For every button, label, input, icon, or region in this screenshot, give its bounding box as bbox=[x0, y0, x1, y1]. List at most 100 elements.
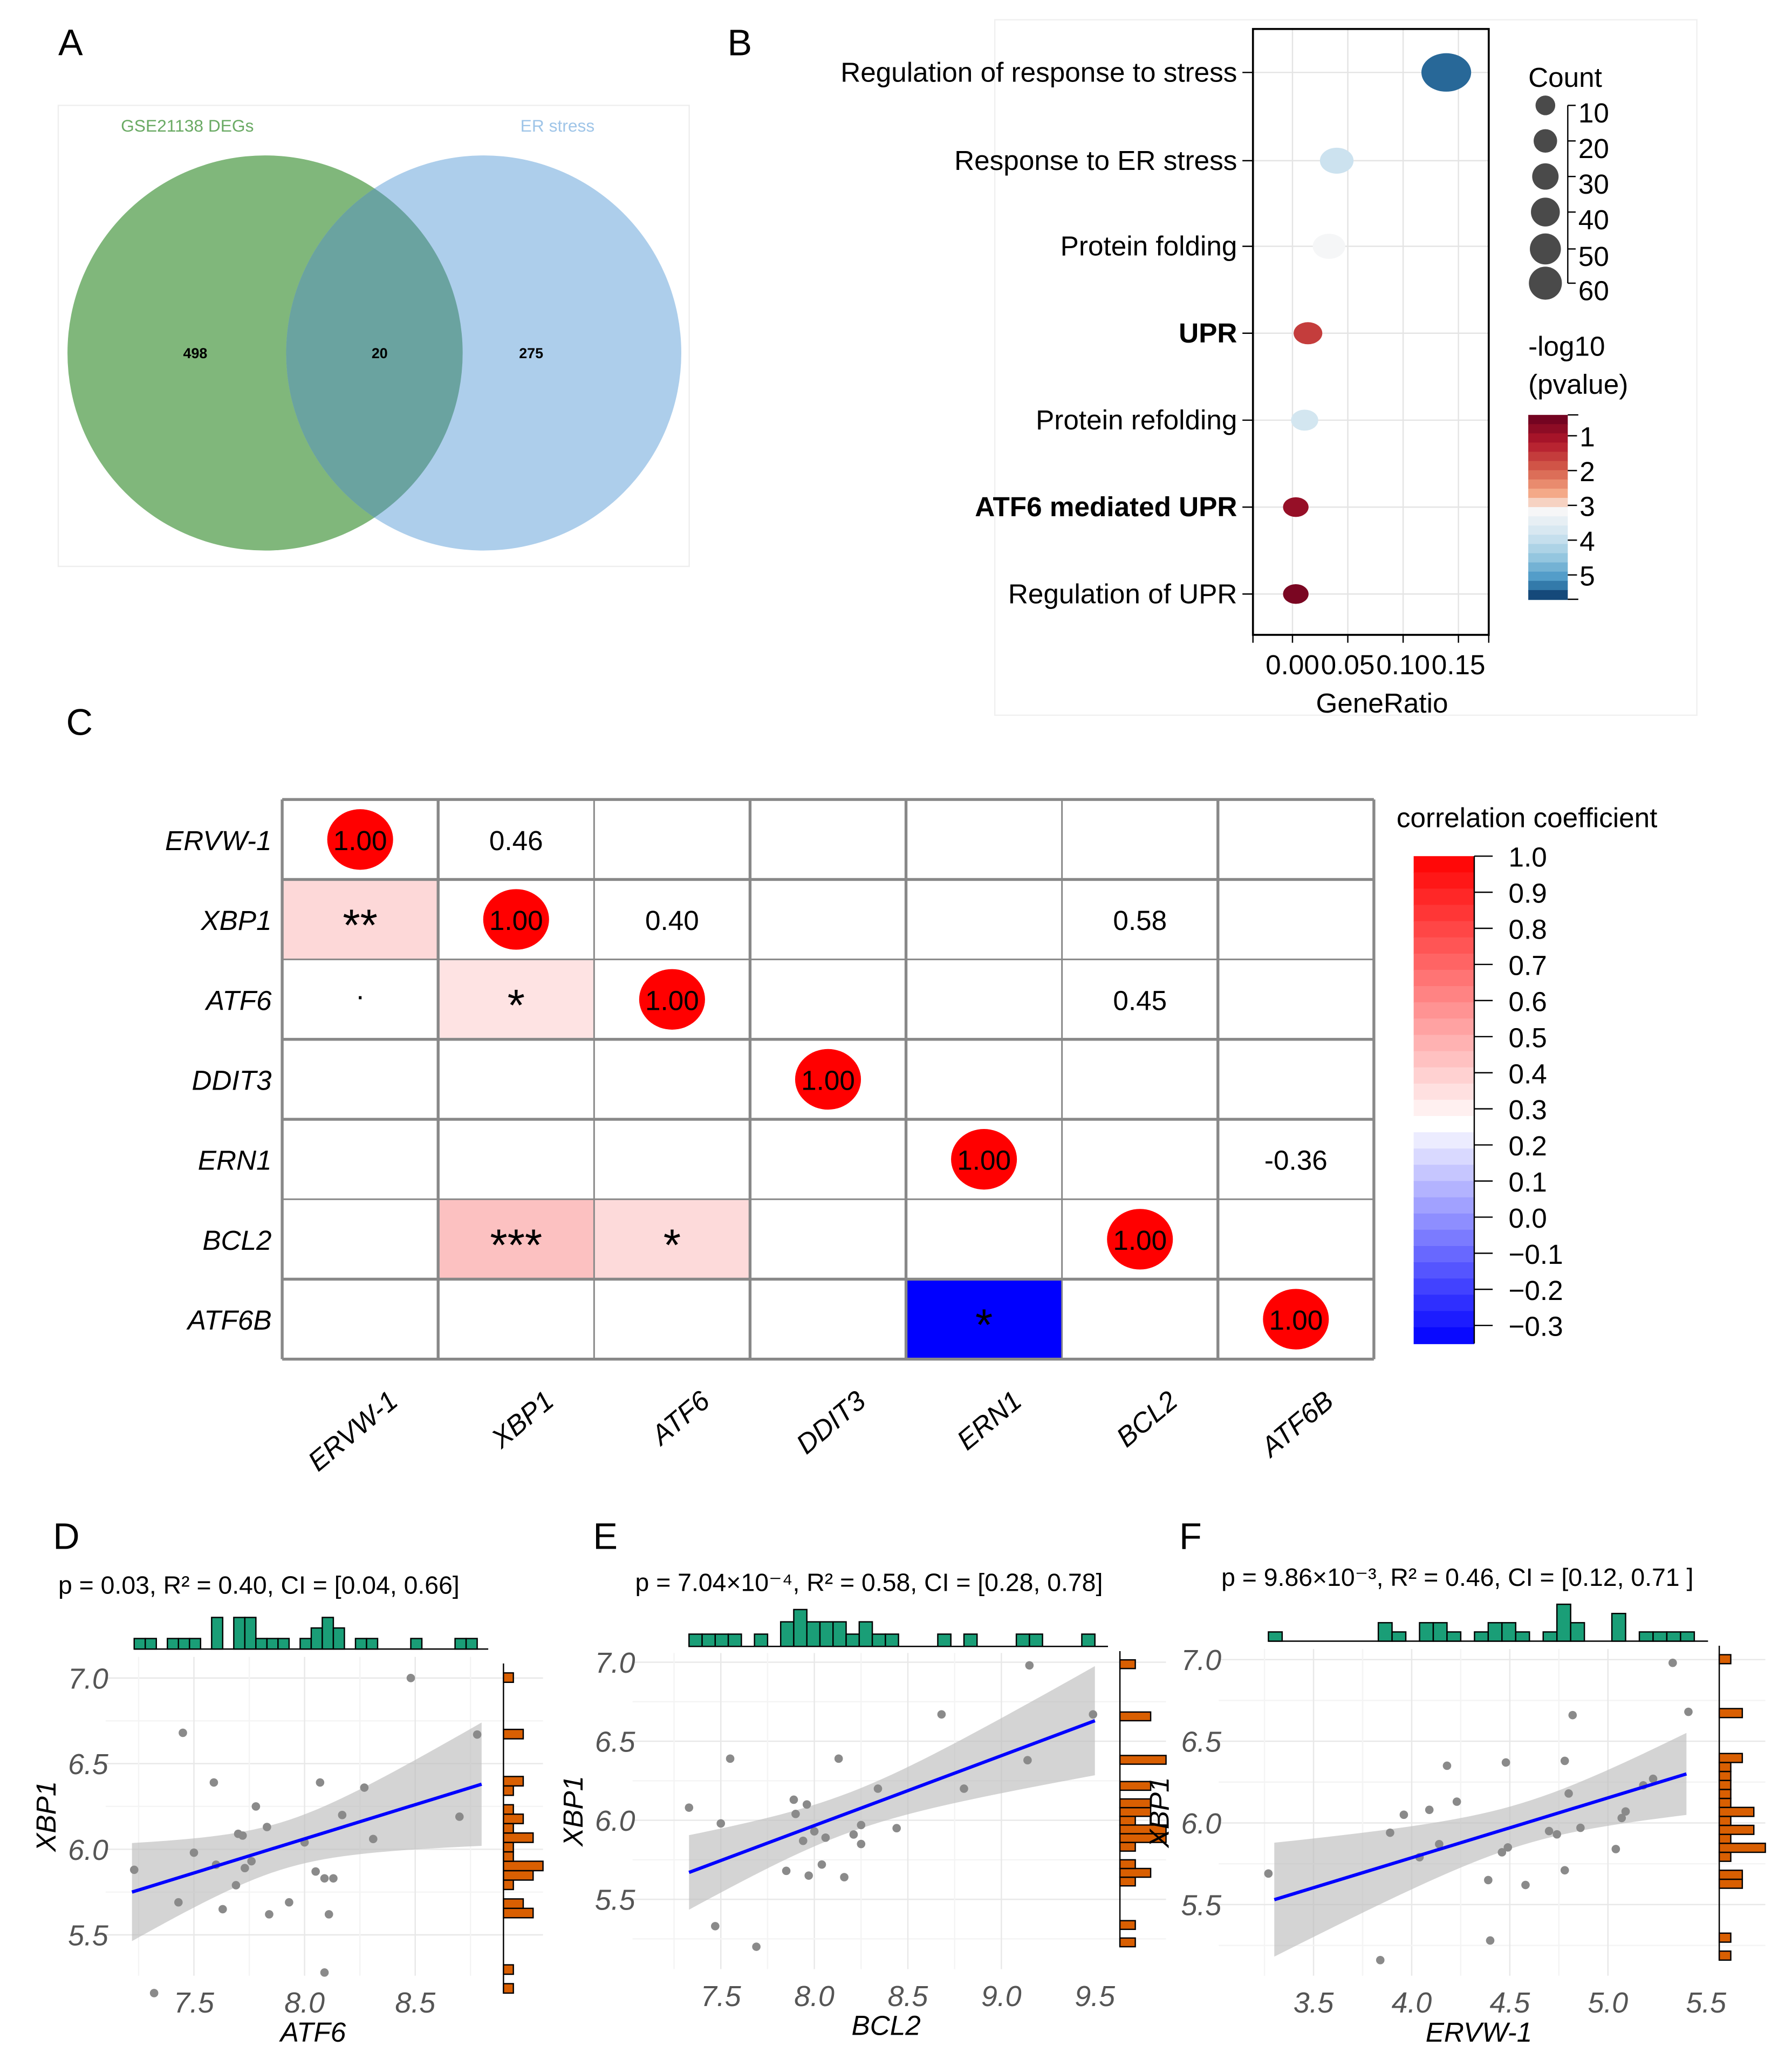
right-histogram-bar bbox=[503, 1860, 544, 1872]
colorbar-segment bbox=[1413, 1148, 1474, 1166]
top-histogram-bar bbox=[1419, 1622, 1434, 1642]
data-point bbox=[1386, 1828, 1394, 1837]
size-legend-label: 40 bbox=[1578, 204, 1609, 235]
colorbar-segment bbox=[1528, 433, 1568, 443]
right-histogram-bar bbox=[1718, 1870, 1743, 1880]
colorbar-label: −0.3 bbox=[1508, 1311, 1563, 1342]
data-point bbox=[285, 1898, 293, 1907]
colorbar-segment bbox=[1413, 1051, 1474, 1068]
top-histogram-bar bbox=[366, 1638, 379, 1650]
colorbar-segment bbox=[1413, 1018, 1474, 1036]
data-point bbox=[802, 1800, 811, 1809]
right-histogram-bar bbox=[503, 1964, 514, 1975]
y-tick-label: 7.0 bbox=[595, 1647, 635, 1679]
right-histogram-bar bbox=[503, 1879, 514, 1891]
top-histogram-bar bbox=[714, 1633, 729, 1647]
size-legend-dot bbox=[1534, 129, 1557, 153]
column-label: ERN1 bbox=[951, 1385, 1027, 1456]
data-point bbox=[189, 1848, 199, 1857]
right-histogram-bar bbox=[1119, 1816, 1136, 1826]
top-histogram-bar bbox=[845, 1633, 860, 1647]
colorbar-segment bbox=[1528, 544, 1568, 554]
data-point bbox=[1264, 1869, 1273, 1878]
right-histogram-bar bbox=[1119, 1711, 1152, 1722]
term-label: Protein refolding bbox=[1036, 405, 1237, 435]
top-histogram-bar bbox=[255, 1638, 268, 1650]
data-point bbox=[473, 1730, 482, 1739]
colorbar-segment bbox=[1413, 1165, 1474, 1182]
colorbar-segment bbox=[1528, 498, 1568, 508]
data-point bbox=[782, 1866, 791, 1876]
top-histogram-bar bbox=[963, 1633, 978, 1647]
top-histogram-bar bbox=[244, 1617, 257, 1650]
colorbar-segment bbox=[1413, 872, 1474, 889]
data-point bbox=[1560, 1866, 1569, 1875]
data-point bbox=[726, 1754, 735, 1763]
confidence-band bbox=[1274, 1733, 1687, 1957]
diagonal-circle bbox=[951, 1129, 1017, 1190]
diagonal-circle bbox=[1263, 1289, 1329, 1350]
top-histogram-bar bbox=[727, 1633, 742, 1647]
right-histogram-bar bbox=[1119, 1798, 1152, 1809]
term-dot bbox=[1283, 497, 1309, 517]
right-histogram-bar bbox=[503, 1898, 524, 1910]
y-tick-label: 7.0 bbox=[1181, 1644, 1221, 1676]
term-label: Response to ER stress bbox=[954, 145, 1237, 176]
right-histogram-bar bbox=[1718, 1878, 1743, 1889]
top-histogram-bar bbox=[1515, 1631, 1530, 1642]
column-label: ERVW-1 bbox=[302, 1385, 403, 1477]
data-point bbox=[804, 1871, 813, 1880]
colorbar-segment bbox=[1413, 1099, 1474, 1117]
colorbar-segment bbox=[1413, 1002, 1474, 1019]
data-point bbox=[209, 1778, 218, 1787]
right-histogram-bar bbox=[1119, 1755, 1167, 1765]
data-point bbox=[1560, 1756, 1569, 1765]
top-histogram-bar bbox=[1432, 1622, 1448, 1642]
top-histogram-bar bbox=[1446, 1631, 1462, 1642]
venn-count-degs-only: 498 bbox=[183, 345, 208, 361]
data-point bbox=[129, 1865, 139, 1874]
colorbar-label: 0.7 bbox=[1508, 950, 1547, 981]
data-point bbox=[752, 1942, 761, 1951]
data-point bbox=[316, 1778, 325, 1787]
data-point bbox=[791, 1810, 800, 1818]
colorbar-label: 0.4 bbox=[1508, 1058, 1547, 1089]
colorbar-segment bbox=[1413, 969, 1474, 987]
top-histogram-bar bbox=[1474, 1631, 1489, 1642]
colorbar-segment bbox=[1528, 479, 1568, 490]
y-tick-label: 6.0 bbox=[1181, 1808, 1221, 1840]
data-point bbox=[251, 1802, 261, 1811]
row-label: ATF6B bbox=[186, 1305, 272, 1336]
right-histogram-bar bbox=[503, 1776, 524, 1787]
top-histogram-bar bbox=[177, 1638, 190, 1650]
x-tick-label: 4.0 bbox=[1392, 1987, 1432, 2019]
data-point bbox=[1617, 1813, 1626, 1823]
right-histogram-bar bbox=[1718, 1770, 1732, 1781]
top-histogram-bar bbox=[310, 1627, 323, 1650]
regression-line bbox=[688, 1719, 1096, 1874]
diagonal-value: 1.00 bbox=[1113, 1225, 1167, 1256]
right-histogram-bar bbox=[1718, 1843, 1766, 1853]
colorbar-label: 5 bbox=[1579, 560, 1595, 591]
right-histogram-bar bbox=[1718, 1806, 1755, 1817]
diagonal-circle bbox=[795, 1049, 861, 1110]
stats-subtitle: p = 7.04×10⁻⁴, R² = 0.58, CI = [0.28, 0.… bbox=[635, 1569, 1103, 1597]
size-legend-dot bbox=[1529, 266, 1562, 300]
colorbar-label: 1.0 bbox=[1508, 842, 1547, 873]
data-point bbox=[1552, 1830, 1562, 1839]
heatmap-cell bbox=[282, 959, 439, 1039]
data-point bbox=[1399, 1810, 1408, 1819]
colorbar-segment bbox=[1413, 1295, 1474, 1312]
colorbar-segment bbox=[1528, 516, 1568, 526]
size-legend-dot bbox=[1530, 233, 1561, 265]
colorbar-segment bbox=[1528, 470, 1568, 481]
x-axis-title: ERVW-1 bbox=[1426, 2017, 1533, 2048]
top-histogram-bar bbox=[189, 1638, 202, 1650]
data-point bbox=[1484, 1876, 1493, 1885]
data-point bbox=[320, 1968, 329, 1977]
top-histogram-bar bbox=[1391, 1631, 1407, 1642]
data-point bbox=[685, 1803, 694, 1812]
x-tick-label: 8.5 bbox=[888, 1980, 928, 2013]
color-legend-title: -log10 bbox=[1528, 331, 1605, 361]
